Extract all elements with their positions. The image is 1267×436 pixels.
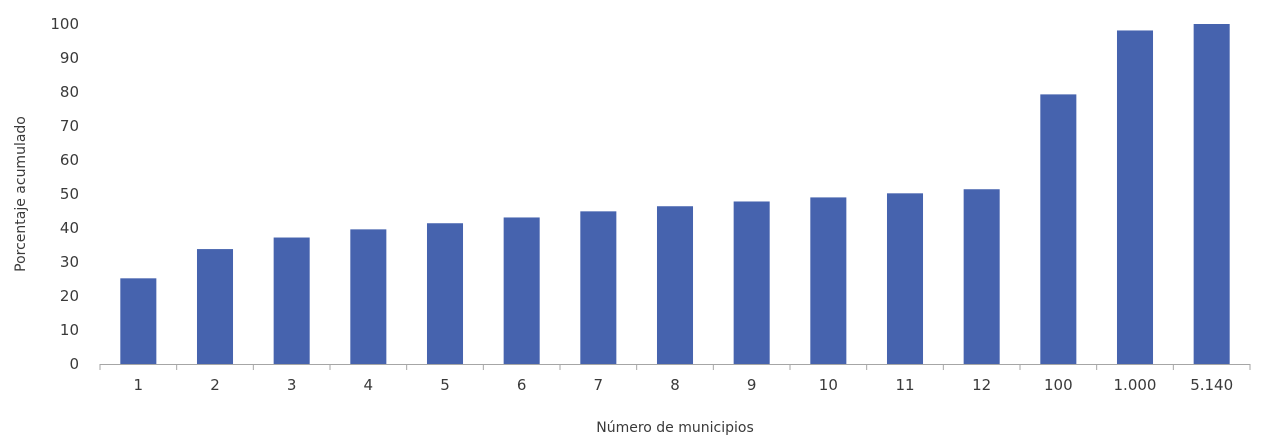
y-tick-label: 60 bbox=[60, 151, 79, 169]
x-tick-label: 4 bbox=[364, 376, 374, 394]
y-tick-label: 80 bbox=[60, 83, 79, 101]
bar bbox=[503, 217, 540, 364]
y-tick-label: 70 bbox=[60, 117, 79, 135]
bar bbox=[426, 223, 464, 364]
x-tick-label: 3 bbox=[287, 376, 297, 394]
x-tick-label: 6 bbox=[517, 376, 527, 394]
bar bbox=[1116, 30, 1154, 365]
x-tick-label: 7 bbox=[594, 376, 604, 394]
bar bbox=[810, 197, 847, 364]
x-tick-label: 1 bbox=[134, 376, 144, 394]
x-tick-label: 100 bbox=[1044, 376, 1073, 394]
y-tick-label: 100 bbox=[50, 15, 79, 33]
x-tick-label: 12 bbox=[972, 376, 991, 394]
bar bbox=[196, 249, 234, 364]
x-tick-label: 1.000 bbox=[1114, 376, 1157, 394]
x-tick-label: 8 bbox=[670, 376, 680, 394]
y-tick-label: 40 bbox=[60, 219, 79, 237]
bar bbox=[120, 278, 157, 364]
y-tick-label: 10 bbox=[60, 321, 79, 339]
y-axis-ticks: 0 10 20 30 40 50 60 70 80 90 100 bbox=[50, 15, 79, 373]
bar bbox=[656, 206, 694, 364]
y-axis-title: Porcentaje acumulado bbox=[13, 116, 29, 272]
y-tick-label: 50 bbox=[60, 185, 79, 203]
bar bbox=[1040, 94, 1077, 364]
x-tick-label: 9 bbox=[747, 376, 757, 394]
bar bbox=[350, 229, 387, 364]
x-tick-label: 5.140 bbox=[1190, 376, 1233, 394]
x-axis-ticks: 1 2 3 4 5 6 7 8 9 10 11 12 100 1.000 5.140 bbox=[99, 364, 1251, 394]
x-tick-label: 2 bbox=[210, 376, 220, 394]
bars bbox=[120, 24, 1230, 365]
x-tick-label: 5 bbox=[440, 376, 450, 394]
y-tick-label: 30 bbox=[60, 253, 79, 271]
bar bbox=[963, 189, 1000, 364]
bar bbox=[733, 201, 770, 364]
x-tick-label: 10 bbox=[819, 376, 838, 394]
bar bbox=[1193, 24, 1230, 364]
bar bbox=[273, 237, 310, 364]
x-axis-title: Número de municipios bbox=[596, 420, 754, 436]
bar bbox=[580, 211, 617, 364]
y-tick-label: 20 bbox=[60, 287, 79, 305]
x-tick-label: 11 bbox=[895, 376, 914, 394]
y-tick-label: 90 bbox=[60, 49, 79, 67]
bar bbox=[886, 193, 924, 364]
y-tick-label: 0 bbox=[69, 355, 79, 373]
